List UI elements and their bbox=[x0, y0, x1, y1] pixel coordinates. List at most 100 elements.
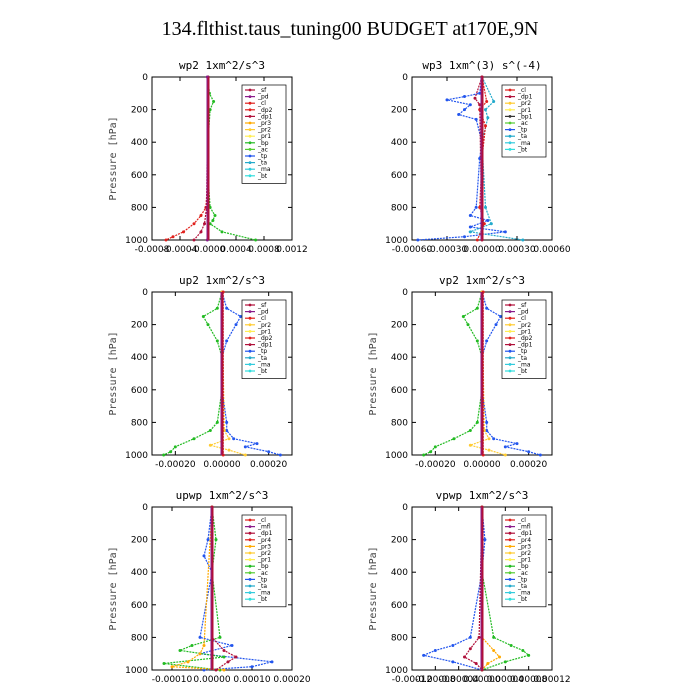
y-tick-label: 0 bbox=[402, 288, 408, 298]
legend-label: _ac bbox=[517, 120, 528, 127]
legend-label: _dp1 bbox=[257, 530, 273, 537]
data-point bbox=[433, 445, 437, 449]
legend-label: _sf bbox=[517, 302, 527, 309]
data-point bbox=[206, 323, 210, 327]
legend-label: _dp1 bbox=[517, 342, 533, 349]
legend-marker bbox=[508, 88, 512, 92]
legend-marker bbox=[508, 101, 512, 105]
chart-title: upwp 1xm^2/s^3 bbox=[176, 489, 269, 502]
legend-label: _pr1 bbox=[257, 328, 271, 335]
series-line-pr2 bbox=[468, 291, 506, 456]
data-point bbox=[527, 653, 531, 657]
data-point bbox=[484, 205, 487, 209]
y-tick-label: 200 bbox=[131, 321, 148, 331]
y-tick-label: 0 bbox=[142, 73, 148, 83]
legend-label: _ma bbox=[517, 590, 531, 597]
data-point bbox=[220, 230, 224, 234]
legend-marker bbox=[248, 531, 252, 535]
legend-marker bbox=[248, 323, 252, 327]
data-point bbox=[474, 205, 478, 209]
y-tick-label: 400 bbox=[391, 568, 408, 578]
legend-marker bbox=[508, 564, 512, 568]
legend-box bbox=[501, 299, 547, 379]
y-tick-label: 200 bbox=[131, 536, 148, 546]
legend-marker bbox=[508, 128, 512, 131]
data-point bbox=[538, 453, 542, 457]
legend-label: _pd bbox=[257, 309, 269, 316]
data-point bbox=[212, 99, 216, 103]
legend-marker bbox=[248, 571, 252, 575]
data-point bbox=[215, 420, 219, 424]
y-tick-label: 400 bbox=[131, 568, 148, 578]
y-tick-label: 1000 bbox=[125, 236, 148, 246]
legend-marker bbox=[508, 310, 512, 313]
x-tick-label: 0.00010 bbox=[233, 675, 270, 685]
chart-upwp: upwp 1xm^2/s^3 Pressure [hPa] 0 200 400 600 80… bbox=[108, 489, 311, 685]
data-point bbox=[222, 668, 226, 672]
legend-marker bbox=[248, 356, 252, 360]
x-tick-label: 0.00020 bbox=[273, 675, 310, 685]
data-point bbox=[278, 453, 282, 457]
data-point bbox=[468, 429, 472, 433]
data-point bbox=[509, 644, 513, 648]
legend-label: _bt bbox=[517, 146, 528, 153]
legend-label: _pr1 bbox=[257, 133, 271, 140]
legend-marker bbox=[508, 356, 512, 360]
data-point bbox=[225, 339, 229, 343]
data-point bbox=[206, 538, 210, 542]
x-tick-label: 0.00020 bbox=[250, 460, 287, 470]
data-point bbox=[250, 665, 254, 669]
legend-marker bbox=[248, 108, 252, 112]
data-point bbox=[463, 655, 466, 659]
data-point bbox=[451, 644, 455, 648]
data-point bbox=[215, 306, 219, 310]
x-tick-label: 0.00020 bbox=[510, 460, 547, 470]
data-point bbox=[208, 429, 212, 433]
data-point bbox=[215, 339, 219, 343]
chart-wp3: wp3 1xm^(3) s^(-4)02004006008001000-0.00… bbox=[385, 59, 571, 255]
data-point bbox=[492, 648, 496, 652]
data-point bbox=[203, 222, 206, 226]
x-tick-label: 0.00030 bbox=[498, 245, 535, 255]
data-point bbox=[468, 635, 472, 639]
data-point bbox=[494, 323, 498, 327]
legend-marker bbox=[508, 303, 512, 307]
legend-marker bbox=[248, 363, 252, 366]
data-point bbox=[466, 323, 470, 327]
data-point bbox=[192, 437, 196, 441]
legend-marker bbox=[248, 578, 252, 581]
legend-label: _cl bbox=[257, 100, 266, 107]
data-point bbox=[429, 450, 433, 454]
y-tick-label: 600 bbox=[391, 601, 408, 611]
legend-marker bbox=[248, 349, 252, 353]
legend-marker bbox=[508, 578, 512, 581]
x-tick-label: -0.00030 bbox=[427, 245, 468, 255]
data-point bbox=[201, 314, 205, 318]
legend-label: _sf bbox=[257, 302, 267, 309]
legend-label: _pr2 bbox=[517, 100, 531, 107]
legend-label: _ma bbox=[517, 361, 531, 368]
legend-label: _cl bbox=[257, 315, 266, 322]
data-point bbox=[492, 99, 496, 103]
x-tick-label: 0.00012 bbox=[533, 675, 570, 685]
data-point bbox=[227, 448, 231, 452]
chart-vpwp: vpwp 1xm^2/s^3 Pressure [hPa] 0 200 400 600 80… bbox=[368, 489, 571, 685]
x-tick-label: -0.0004 bbox=[163, 245, 198, 255]
legend-marker bbox=[248, 303, 252, 307]
y-tick-label: 1000 bbox=[385, 666, 408, 676]
legend-marker bbox=[248, 134, 252, 138]
data-point bbox=[468, 214, 472, 218]
data-point bbox=[482, 222, 486, 226]
x-tick-label: 0.00000 bbox=[463, 675, 500, 685]
x-tick-label: 0.00000 bbox=[203, 460, 240, 470]
data-point bbox=[483, 538, 487, 542]
y-tick-label: 600 bbox=[131, 171, 148, 181]
legend-label: _mfl bbox=[517, 524, 531, 531]
legend-label: _bt bbox=[257, 173, 268, 180]
data-point bbox=[230, 644, 234, 648]
legend-marker bbox=[508, 591, 512, 594]
data-point bbox=[487, 448, 491, 452]
legend-label: _ma bbox=[257, 166, 271, 173]
x-tick-label: 0.0004 bbox=[220, 245, 252, 255]
legend-marker bbox=[508, 551, 512, 555]
